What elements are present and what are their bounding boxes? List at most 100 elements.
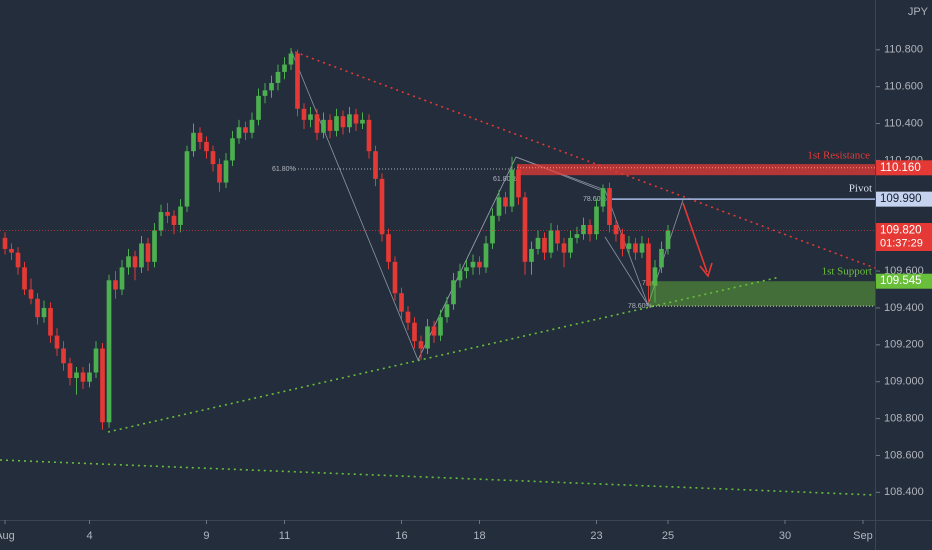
candle-body [184, 151, 190, 207]
candle-body [561, 243, 567, 253]
candle-body [464, 267, 469, 272]
x-tick-label: 16 [395, 530, 407, 542]
candle-body [431, 326, 437, 336]
resistance-label: 1st Resistance [807, 150, 870, 162]
support-tag-label: 109.545 [880, 275, 922, 287]
candle-body [295, 53, 300, 109]
candle-body [249, 119, 255, 133]
candle-body [360, 119, 365, 124]
pattern-line [604, 236, 649, 306]
candle-body [100, 348, 105, 423]
candle-body [646, 243, 651, 286]
candle-body [152, 230, 157, 262]
candle-body [171, 215, 177, 225]
candle-body [87, 372, 92, 382]
candle-body [587, 224, 593, 235]
candle-body [613, 224, 619, 235]
x-tick-label: Aug [0, 530, 15, 542]
forecast-arrow [682, 202, 708, 273]
candle-body [67, 363, 73, 379]
candle-body [48, 307, 53, 336]
y-tick-label: 109.400 [884, 302, 924, 314]
candle-body [145, 243, 151, 262]
candle-body [15, 252, 21, 268]
candle-body [301, 108, 307, 120]
candle-body [379, 178, 385, 235]
candle-body [321, 119, 326, 133]
candle-body [178, 206, 183, 225]
candle-body [288, 53, 294, 65]
candle-body [158, 212, 164, 231]
support-trendline [107, 276, 781, 433]
candle-body [626, 243, 632, 249]
candle-body [620, 234, 625, 249]
candle-body [594, 206, 599, 235]
candle-body [262, 90, 268, 96]
candle-body [35, 298, 40, 318]
candle-body [399, 293, 404, 312]
candle-body [373, 151, 378, 179]
fib-label: 78.60% [583, 196, 607, 203]
y-tick-label: 110.800 [884, 44, 923, 56]
y-tick-label: 108.800 [884, 412, 924, 424]
candle-body [197, 132, 203, 142]
candle-body [490, 215, 495, 244]
currency: JPY [908, 6, 929, 18]
x-tick-label: 4 [86, 530, 92, 542]
x-tick-label: 25 [662, 530, 674, 542]
candle-body [28, 289, 34, 299]
candle-body [347, 114, 352, 128]
candle-body [470, 261, 476, 268]
candle-body [574, 234, 580, 238]
candle-body [386, 234, 391, 262]
candle-body [548, 230, 554, 253]
last-price-countdown: 01:37:29 [880, 237, 923, 249]
candle-body [555, 230, 560, 244]
candle-body [639, 243, 645, 253]
candle-body [275, 71, 281, 83]
candle-body [165, 212, 170, 216]
candle-body [568, 237, 573, 253]
candle-body [425, 326, 430, 349]
candle-body [652, 267, 658, 286]
fib-label: 78.60% [628, 303, 652, 310]
candle-body [61, 348, 66, 364]
candle-body [477, 261, 482, 268]
candle-body [438, 317, 443, 336]
candle-body [509, 169, 515, 207]
candle-body [106, 280, 112, 423]
candle-body [405, 311, 411, 323]
pivot-tag-label: 109.990 [880, 193, 922, 205]
candle-body [243, 127, 248, 133]
candle-body [535, 237, 541, 249]
candle-body [223, 160, 229, 183]
x-tick-label: 9 [203, 530, 209, 542]
forecast-arrowhead [699, 262, 713, 278]
x-tick-label: 23 [590, 530, 602, 542]
candle-body [600, 188, 606, 207]
resistance-zone [517, 164, 875, 176]
last-price-tag [876, 222, 932, 251]
candle-body [9, 248, 14, 253]
candle-body [503, 197, 508, 207]
candle-body [282, 64, 287, 72]
fib-label: 61.80% [493, 176, 517, 183]
candle-body [308, 114, 313, 120]
candle-body [334, 116, 339, 131]
candle-body [665, 230, 671, 249]
candle-body [412, 322, 417, 342]
support-label: 1st Support [822, 266, 872, 278]
support-tag [876, 273, 932, 289]
candle-body [659, 248, 664, 268]
x-tick-label: 11 [279, 530, 290, 542]
y-tick-label: 110.400 [884, 117, 923, 129]
candle-body [132, 256, 138, 268]
candle-body [191, 132, 196, 152]
candle-body [392, 261, 398, 294]
candle-body [119, 267, 125, 290]
candle-body [581, 224, 586, 235]
candle-body [256, 95, 261, 120]
y-tick-label: 109.000 [884, 376, 924, 388]
candle-body [529, 248, 534, 262]
